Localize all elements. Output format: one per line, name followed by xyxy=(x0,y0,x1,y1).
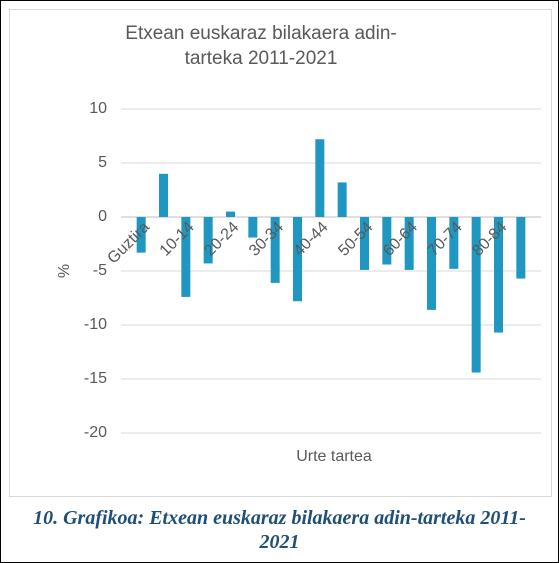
x-axis-label: Urte tartea xyxy=(296,448,372,465)
bar xyxy=(382,217,392,265)
bar xyxy=(226,211,235,217)
y-axis-label: % xyxy=(56,264,73,278)
y-tick-label: -15 xyxy=(84,370,107,387)
bar xyxy=(248,217,258,238)
bar xyxy=(181,217,191,297)
y-tick-label: -5 xyxy=(93,262,107,279)
bar xyxy=(293,217,302,302)
bar xyxy=(427,217,436,310)
x-tick-label: Guztira xyxy=(104,219,153,268)
bar xyxy=(404,217,414,270)
y-tick-label: -10 xyxy=(84,316,107,333)
bar xyxy=(136,217,146,253)
bar xyxy=(471,217,481,373)
bar xyxy=(449,217,459,269)
chart-title: Etxean euskaraz bilakaera adin-tarteka 2… xyxy=(125,23,397,69)
caption: 10. Grafikoa: Etxean euskaraz bilakaera … xyxy=(33,507,526,553)
y-tick-label: 0 xyxy=(98,208,107,225)
x-tick-label: 10-14 xyxy=(157,219,198,260)
chart: % Urte tartea -20 -15 -10 -5 0 5 10 Guztira 10-1… xyxy=(56,100,541,465)
bar xyxy=(270,217,280,283)
y-tick-label: -20 xyxy=(84,424,107,441)
x-tick-label: 50-54 xyxy=(335,219,376,260)
bar xyxy=(203,217,213,264)
y-tick-label: 10 xyxy=(89,100,107,117)
chart-frame xyxy=(9,9,552,497)
bar xyxy=(315,139,325,217)
bar xyxy=(516,217,526,279)
bar xyxy=(494,217,503,333)
y-tick-label: 5 xyxy=(98,154,107,171)
bar xyxy=(337,182,347,217)
bar xyxy=(159,173,168,217)
bar xyxy=(360,217,369,270)
